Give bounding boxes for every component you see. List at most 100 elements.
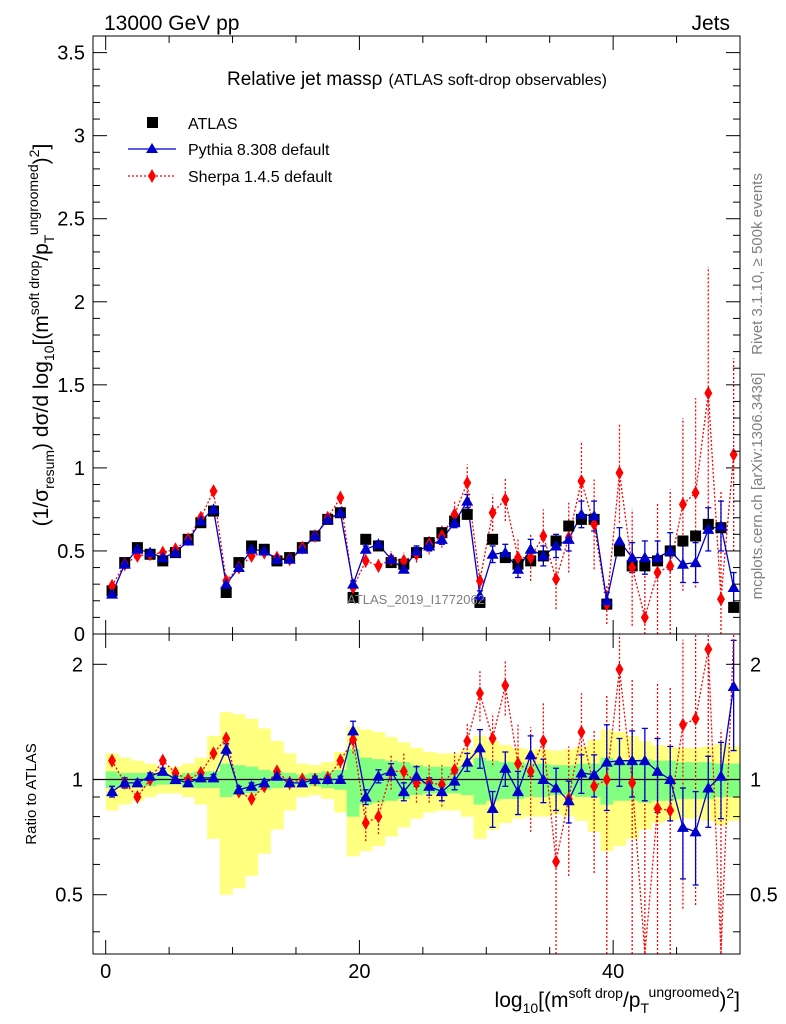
ratio-sherpa-point bbox=[539, 734, 548, 749]
pythia-point bbox=[347, 578, 360, 589]
sherpa-point bbox=[399, 553, 408, 568]
mcplots-label: mcplots.cern.ch [arXiv:1306.3436] bbox=[749, 373, 766, 600]
pythia-point bbox=[638, 551, 651, 563]
sherpa-line bbox=[111, 393, 735, 620]
ratio-sherpa-point bbox=[552, 854, 561, 869]
ratio-pythia-point bbox=[486, 802, 499, 813]
ratio-inner-band bbox=[232, 765, 246, 796]
sherpa-point bbox=[678, 497, 687, 512]
ratio-sherpa-point bbox=[336, 753, 345, 768]
pythia-point bbox=[613, 534, 626, 546]
xlabel-h: ) bbox=[719, 989, 726, 1012]
ratio-y-tick-label-right: 2 bbox=[750, 654, 761, 676]
ratio-sherpa-point bbox=[475, 686, 484, 701]
pythia-point bbox=[651, 551, 664, 563]
pythia-point bbox=[410, 544, 423, 556]
ratio-x-tick-label: 20 bbox=[348, 961, 370, 983]
ylabel-e: [(m bbox=[30, 315, 53, 345]
pythia-line bbox=[111, 499, 735, 601]
ratio-pythia-point bbox=[131, 776, 144, 788]
ratio-pythia-point bbox=[689, 825, 702, 837]
pythia-point bbox=[486, 548, 499, 559]
ratio-x-axis: 0 20 40 bbox=[100, 634, 678, 983]
ratio-y-tick-label-left: 2 bbox=[72, 654, 83, 676]
sherpa-point bbox=[526, 550, 535, 565]
legend-sherpa-label: Sherpa 1.4.5 default bbox=[188, 169, 333, 186]
ratio-sherpa-point bbox=[590, 779, 599, 794]
ratio-pythia-point bbox=[309, 773, 322, 785]
ylabel-f: soft drop bbox=[26, 261, 42, 316]
pythia-point bbox=[359, 543, 372, 554]
xlabel-a: log bbox=[495, 989, 523, 1012]
ratio-pythia-point bbox=[144, 770, 157, 781]
pythia-point bbox=[664, 544, 677, 556]
xlabel-e: /p bbox=[623, 989, 641, 1012]
atlas-point bbox=[360, 533, 372, 545]
ratio-pythia-point bbox=[245, 780, 258, 791]
ratio-sherpa-point bbox=[374, 809, 383, 824]
pythia-point bbox=[296, 543, 309, 554]
ratio-sherpa-point bbox=[678, 717, 687, 732]
atlas-point bbox=[474, 596, 486, 608]
pythia-point bbox=[270, 553, 283, 564]
ratio-sherpa-point bbox=[171, 765, 180, 780]
sherpa-point bbox=[628, 560, 637, 575]
ratio-sherpa-point bbox=[463, 734, 472, 749]
ratio-sherpa-point bbox=[704, 642, 713, 657]
atlas-point bbox=[677, 535, 689, 547]
legend-atlas-marker bbox=[147, 117, 158, 128]
ratio-pythia-point bbox=[562, 794, 575, 806]
rivet-label: Rivet 3.1.10, ≥ 500k events bbox=[749, 173, 766, 355]
ratio-pythia-point bbox=[334, 773, 347, 785]
pythia-point bbox=[144, 546, 157, 558]
ratio-inner-band bbox=[219, 763, 233, 798]
ratio-pythia-point bbox=[511, 785, 524, 797]
atlas-point bbox=[499, 552, 511, 564]
ratio-pythia-point bbox=[537, 773, 550, 785]
atlas-point bbox=[690, 530, 702, 542]
ratio-pythia-point bbox=[473, 741, 486, 753]
sherpa-point bbox=[653, 565, 662, 580]
analysis-watermark: ATLAS_2019_I1772062 bbox=[347, 592, 485, 607]
ratio-panel: 0.5 0.5 1 1 2 2 0 20 40 bbox=[55, 633, 778, 983]
xlabel-i: 2 bbox=[726, 985, 734, 1001]
sherpa-point bbox=[513, 550, 522, 565]
atlas-point bbox=[613, 545, 625, 557]
pythia-point bbox=[626, 551, 639, 563]
main-y-tick-label: 2.5 bbox=[57, 209, 85, 231]
ratio-inner-band bbox=[473, 757, 487, 805]
ratio-sherpa-point bbox=[247, 791, 256, 806]
main-y-tick-label: 1 bbox=[74, 458, 85, 480]
ratio-pythia-point bbox=[702, 782, 715, 793]
ratio-pythia-point bbox=[676, 821, 689, 832]
ratio-sherpa-point bbox=[513, 756, 522, 771]
ratio-pythia-point bbox=[435, 785, 448, 797]
pythia-point bbox=[689, 556, 702, 568]
ratio-pythia-point bbox=[410, 770, 423, 781]
pythia-point bbox=[461, 495, 474, 506]
pythia-point bbox=[245, 543, 258, 554]
ratio-inner-band bbox=[359, 757, 373, 805]
main-x-ticks bbox=[105, 36, 678, 634]
pythia-point bbox=[473, 589, 486, 601]
ratio-inner-band bbox=[562, 765, 576, 796]
sherpa-point bbox=[108, 578, 117, 593]
pythia-point bbox=[118, 558, 131, 569]
sherpa-point bbox=[336, 490, 345, 505]
ratio-y-tick-label-right: 1 bbox=[750, 770, 761, 792]
ratio-pythia-point bbox=[347, 724, 360, 736]
ratio-frame bbox=[92, 633, 741, 955]
xlabel-g: ungroomed bbox=[649, 984, 720, 1000]
main-y-tick-label: 2 bbox=[74, 292, 85, 314]
ratio-sherpa-point bbox=[450, 762, 459, 777]
main-panel: 0 0.5 1 1.5 2 2.5 3 3.5 bbox=[57, 35, 741, 646]
ratio-sherpa-point bbox=[399, 764, 408, 779]
ratio-pythia-point bbox=[359, 791, 372, 802]
sherpa-point bbox=[577, 474, 586, 489]
xlabel-d: soft drop bbox=[568, 985, 623, 1001]
ratio-pythia-point bbox=[638, 754, 651, 766]
pythia-point bbox=[499, 546, 512, 558]
collision-label: 13000 GeV pp bbox=[104, 12, 239, 35]
ratio-pythia-point bbox=[714, 770, 727, 781]
ratio-pythia-point bbox=[626, 754, 639, 766]
